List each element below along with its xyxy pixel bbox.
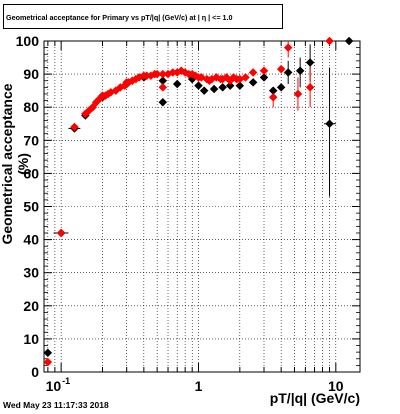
y-tick-label: 30 [23, 265, 39, 281]
red-marker [259, 66, 269, 76]
red-marker [241, 73, 250, 82]
red-marker [232, 74, 242, 84]
red-marker [276, 64, 286, 74]
black-marker [194, 81, 203, 91]
black-marker [225, 81, 235, 91]
x-tick-label: 10 [328, 378, 344, 394]
x-tick-labels: 10 -1 1 10 [46, 376, 344, 394]
red-marker [283, 43, 293, 52]
red-marker [248, 68, 258, 77]
y-tick-label: 10 [23, 331, 39, 347]
y-axis-label: Geometrical acceptance (%) [0, 83, 31, 245]
black-marker [172, 79, 182, 89]
red-marker [56, 228, 66, 238]
y-tick-label: 20 [23, 298, 39, 314]
timestamp: Wed May 23 11:17:33 2018 [3, 400, 109, 410]
black-marker [305, 58, 315, 67]
y-tick-label: 50 [23, 199, 39, 215]
red-marker [152, 69, 162, 79]
black-marker [158, 97, 168, 107]
y-tick-label: 0 [31, 364, 39, 380]
black-marker [248, 78, 258, 87]
red-marker [184, 69, 194, 79]
red-marker [70, 122, 79, 132]
black-marker [276, 82, 286, 92]
black-marker [235, 81, 245, 91]
black-marker [43, 348, 53, 358]
black-marker [295, 66, 305, 76]
x-tick-label: 10 [46, 378, 62, 394]
red-marker [134, 73, 144, 82]
y-tick-label: 70 [23, 132, 39, 148]
axis-ticks [44, 40, 360, 373]
plot-frame [43, 40, 361, 373]
red-marker [293, 89, 303, 99]
black-marker [209, 84, 219, 94]
y-tick-labels: 0 10 20 30 40 50 60 70 80 90 100 [16, 33, 40, 380]
x-tick-exponent: -1 [62, 376, 70, 386]
y-tick-label: 60 [23, 165, 39, 181]
red-marker [197, 73, 206, 82]
y-tick-label: 90 [23, 66, 39, 82]
black-marker [199, 86, 209, 96]
black-marker [283, 68, 293, 77]
red-marker [325, 36, 334, 46]
y-tick-label: 80 [23, 99, 39, 115]
black-marker [259, 73, 269, 82]
red-marker [43, 357, 53, 367]
black-marker [325, 119, 334, 129]
red-marker [158, 82, 168, 92]
x-axis-label: pT/|q| (GeV/c) [269, 390, 360, 406]
red-marker [305, 82, 315, 92]
black-marker [344, 36, 354, 46]
chart-title: Geometrical acceptance for Primary vs pT… [3, 4, 283, 29]
red-marker [268, 92, 278, 102]
red-marker [95, 94, 104, 104]
red-marker [88, 102, 98, 112]
red-marker [168, 68, 178, 77]
data-markers [43, 36, 354, 367]
y-tick-label: 40 [23, 232, 39, 248]
x-tick-label: 1 [195, 378, 203, 394]
y-tick-label: 100 [16, 33, 40, 49]
black-marker [218, 82, 228, 92]
